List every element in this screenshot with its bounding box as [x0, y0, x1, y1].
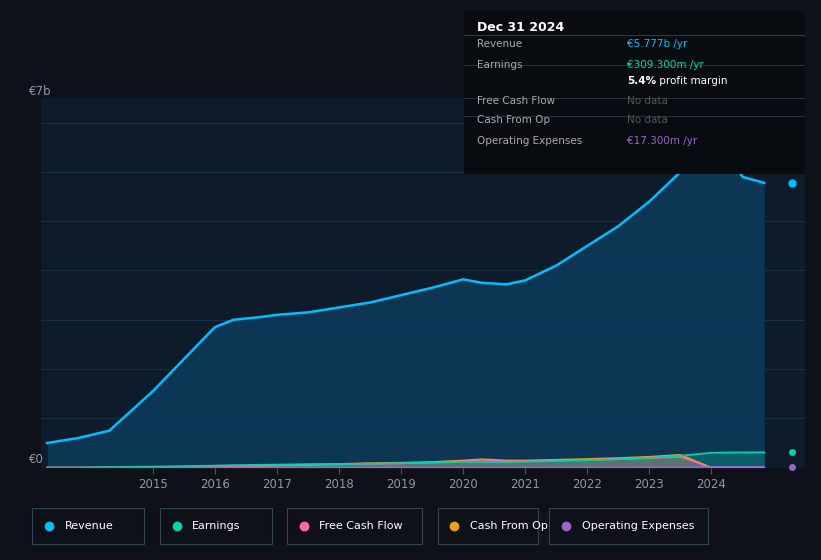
Text: Operating Expenses: Operating Expenses [478, 136, 583, 146]
Text: profit margin: profit margin [656, 76, 728, 86]
Text: €309.300m /yr: €309.300m /yr [627, 60, 704, 70]
Text: €17.300m /yr: €17.300m /yr [627, 136, 698, 146]
Text: Revenue: Revenue [478, 39, 523, 49]
Text: €5.777b /yr: €5.777b /yr [627, 39, 688, 49]
Text: Cash From Op: Cash From Op [470, 521, 548, 531]
Text: No data: No data [627, 115, 668, 125]
Text: Earnings: Earnings [478, 60, 523, 70]
Text: Dec 31 2024: Dec 31 2024 [478, 21, 565, 34]
Text: €0: €0 [29, 453, 44, 466]
Text: Cash From Op: Cash From Op [478, 115, 551, 125]
Text: 5.4%: 5.4% [627, 76, 657, 86]
Text: Operating Expenses: Operating Expenses [582, 521, 695, 531]
Text: Free Cash Flow: Free Cash Flow [478, 96, 556, 106]
Text: €7b: €7b [29, 85, 51, 98]
Text: Revenue: Revenue [65, 521, 113, 531]
Text: Free Cash Flow: Free Cash Flow [319, 521, 403, 531]
Text: No data: No data [627, 96, 668, 106]
Text: Earnings: Earnings [192, 521, 241, 531]
